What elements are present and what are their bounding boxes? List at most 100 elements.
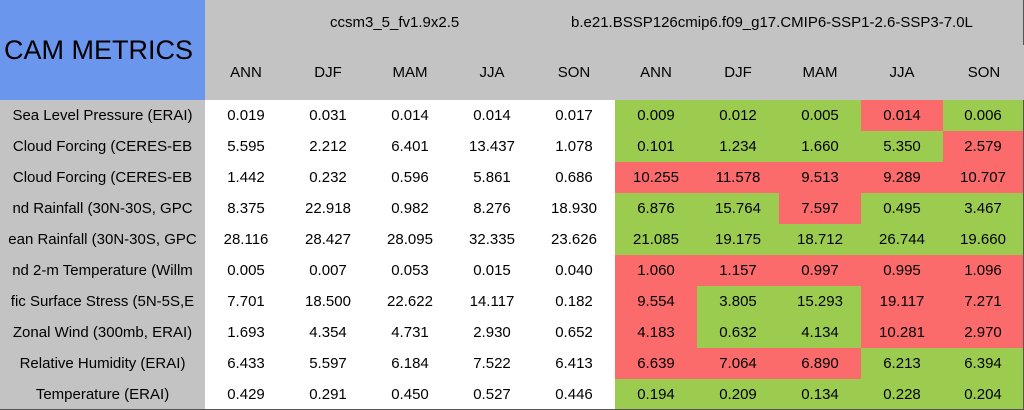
value-cell: 0.291 [287, 379, 370, 410]
group-header [205, 0, 616, 46]
row-label: Cloud Forcing (CERES-EB [0, 131, 206, 163]
value-cell: 5.595 [205, 131, 288, 163]
value-cell: 0.182 [533, 286, 616, 318]
value-cell: 0.450 [369, 379, 452, 410]
value-cell: 0.995 [861, 255, 944, 287]
value-cell: 3.467 [943, 193, 1024, 225]
value-cell: 0.228 [861, 379, 944, 410]
value-cell: 1.234 [697, 131, 780, 163]
value-cell: 0.194 [615, 379, 698, 410]
group-header [615, 0, 1024, 46]
season-header: JJA [861, 45, 944, 101]
value-cell: 4.354 [287, 317, 370, 349]
value-cell: 21.085 [615, 224, 698, 256]
value-cell: 5.597 [287, 348, 370, 380]
value-cell: 4.183 [615, 317, 698, 349]
value-cell: 1.078 [533, 131, 616, 163]
value-cell: 28.095 [369, 224, 452, 256]
value-cell: 1.096 [943, 255, 1024, 287]
season-header: SON [943, 45, 1024, 101]
value-cell: 15.293 [779, 286, 862, 318]
value-cell: 0.009 [615, 100, 698, 132]
value-cell: 0.232 [287, 162, 370, 194]
value-cell: 2.970 [943, 317, 1024, 349]
row-label: nd 2-m Temperature (Willm [0, 255, 206, 287]
value-cell: 0.446 [533, 379, 616, 410]
value-cell: 0.015 [451, 255, 534, 287]
value-cell: 0.031 [287, 100, 370, 132]
value-cell: 6.876 [615, 193, 698, 225]
value-cell: 19.117 [861, 286, 944, 318]
row-label: Relative Humidity (ERAI) [0, 348, 206, 380]
value-cell: 4.134 [779, 317, 862, 349]
value-cell: 28.427 [287, 224, 370, 256]
value-cell: 0.982 [369, 193, 452, 225]
value-cell: 18.500 [287, 286, 370, 318]
value-cell: 0.632 [697, 317, 780, 349]
value-cell: 0.007 [287, 255, 370, 287]
value-cell: 22.918 [287, 193, 370, 225]
value-cell: 18.712 [779, 224, 862, 256]
row-label: Zonal Wind (300mb, ERAI) [0, 317, 206, 349]
value-cell: 0.053 [369, 255, 452, 287]
value-cell: 9.554 [615, 286, 698, 318]
value-cell: 6.413 [533, 348, 616, 380]
value-cell: 6.639 [615, 348, 698, 380]
value-cell: 3.805 [697, 286, 780, 318]
value-cell: 5.861 [451, 162, 534, 194]
value-cell: 7.701 [205, 286, 288, 318]
value-cell: 0.495 [861, 193, 944, 225]
value-cell: 4.731 [369, 317, 452, 349]
value-cell: 10.255 [615, 162, 698, 194]
value-cell: 11.578 [697, 162, 780, 194]
value-cell: 7.064 [697, 348, 780, 380]
value-cell: 28.116 [205, 224, 288, 256]
season-header: ANN [615, 45, 698, 101]
value-cell: 0.006 [943, 100, 1024, 132]
value-cell: 0.596 [369, 162, 452, 194]
value-cell: 0.429 [205, 379, 288, 410]
season-header: DJF [287, 45, 370, 101]
row-label: ean Rainfall (30N-30S, GPC [0, 224, 206, 256]
value-cell: 0.005 [779, 100, 862, 132]
value-cell: 0.209 [697, 379, 780, 410]
row-label: Cloud Forcing (CERES-EB [0, 162, 206, 194]
value-cell: 15.764 [697, 193, 780, 225]
value-cell: 8.375 [205, 193, 288, 225]
value-cell: 19.660 [943, 224, 1024, 256]
value-cell: 1.660 [779, 131, 862, 163]
value-cell: 10.281 [861, 317, 944, 349]
value-cell: 6.184 [369, 348, 452, 380]
value-cell: 0.040 [533, 255, 616, 287]
value-cell: 0.686 [533, 162, 616, 194]
value-cell: 7.271 [943, 286, 1024, 318]
season-header: JJA [451, 45, 534, 101]
value-cell: 1.157 [697, 255, 780, 287]
value-cell: 0.101 [615, 131, 698, 163]
value-cell: 6.401 [369, 131, 452, 163]
season-header: SON [533, 45, 616, 101]
value-cell: 6.433 [205, 348, 288, 380]
season-header: MAM [779, 45, 862, 101]
value-cell: 2.930 [451, 317, 534, 349]
value-cell: 0.652 [533, 317, 616, 349]
value-cell: 19.175 [697, 224, 780, 256]
value-cell: 2.212 [287, 131, 370, 163]
value-cell: 9.513 [779, 162, 862, 194]
row-label: Sea Level Pressure (ERAI) [0, 100, 206, 132]
value-cell: 6.394 [943, 348, 1024, 380]
value-cell: 0.014 [451, 100, 534, 132]
value-cell: 0.012 [697, 100, 780, 132]
value-cell: 0.997 [779, 255, 862, 287]
season-header: ANN [205, 45, 288, 101]
value-cell: 14.117 [451, 286, 534, 318]
value-cell: 1.442 [205, 162, 288, 194]
value-cell: 10.707 [943, 162, 1024, 194]
season-header: MAM [369, 45, 452, 101]
value-cell: 6.890 [779, 348, 862, 380]
value-cell: 8.276 [451, 193, 534, 225]
value-cell: 0.014 [369, 100, 452, 132]
value-cell: 0.017 [533, 100, 616, 132]
table-title: CAM METRICS [0, 0, 206, 101]
